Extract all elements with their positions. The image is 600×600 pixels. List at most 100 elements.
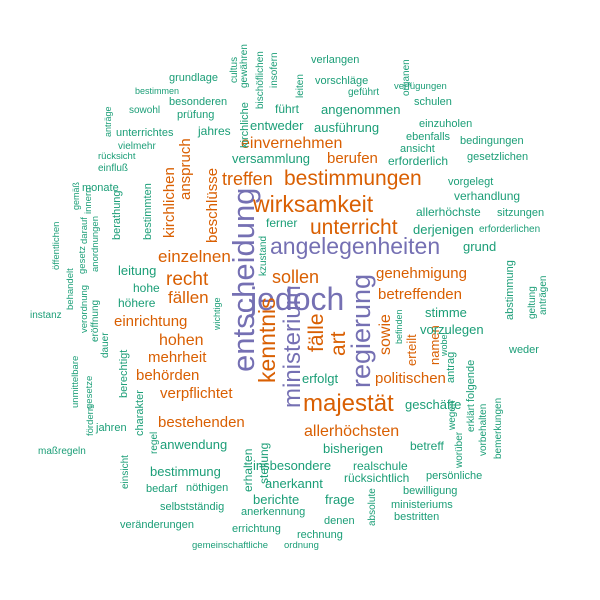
word-versammlung: versammlung: [232, 151, 311, 166]
word-besonderen: besonderen: [169, 96, 228, 108]
word-hohen: hohen: [159, 332, 204, 349]
word-befinden: befinden: [394, 309, 404, 344]
word-bestimmten: bestimmten: [142, 183, 154, 240]
word-bestimmungen: bestimmungen: [284, 167, 422, 190]
word-sowohl: sowohl: [129, 105, 161, 116]
word-einzuholen: einzuholen: [419, 118, 473, 130]
word-einsicht: einsicht: [120, 455, 131, 489]
word-treffen: treffen: [222, 169, 273, 189]
word-anerkannt: anerkannt: [265, 476, 323, 491]
word-stellung: stellung: [257, 442, 271, 484]
word-kzustand: kzustand: [258, 235, 269, 276]
word-erklaert: erklärt: [466, 404, 477, 432]
word-selbststaendig: selbstständig: [160, 501, 225, 513]
word-ausfuehrung: ausführung: [314, 120, 380, 135]
word-rechnung: rechnung: [297, 529, 343, 541]
word-hoehere: höhere: [118, 296, 156, 310]
word-einrichtung: einrichtung: [114, 313, 188, 330]
word-organen: organen: [401, 59, 412, 96]
word-angelegenheiten: angelegenheiten: [270, 233, 441, 259]
word-ruecksicht: rücksicht: [98, 151, 136, 162]
word-unterricht: unterricht: [310, 216, 398, 239]
word-erforderlichen: erforderlichen: [479, 224, 541, 235]
word-verlangen: verlangen: [311, 54, 360, 66]
word-bestimmung: bestimmung: [150, 464, 221, 479]
word-jedoch: jedoch: [250, 281, 345, 317]
word-anerkennung: anerkennung: [241, 506, 306, 518]
word-ruecksichtlich: rücksichtlich: [344, 471, 410, 485]
word-sollen: sollen: [272, 267, 320, 287]
word-bischoeflichen: bischöflichen: [255, 51, 266, 109]
word-kirchliche: kirchliche: [239, 102, 251, 148]
word-faellen: fällen: [168, 288, 209, 307]
word-worueber: worüber: [454, 431, 465, 468]
word-leitung: leitung: [118, 263, 157, 278]
word-wirksamkeit: wirksamkeit: [253, 191, 374, 217]
word-darauf: darauf: [79, 217, 90, 244]
word-einzelnen: einzelnen: [158, 247, 231, 266]
word-pruefung: prüfung: [177, 109, 215, 121]
word-ebenfalls: ebenfalls: [406, 131, 451, 143]
word-bestimmen: bestimmen: [135, 86, 180, 96]
word-verhandlung: verhandlung: [454, 189, 521, 203]
word-einvernehmen: einvernehmen: [241, 135, 343, 152]
word-gemeinschaftliche: gemeinschaftliche: [192, 540, 269, 551]
word-gesetz: gesetz: [77, 246, 88, 274]
word-massregeln: maßregeln: [38, 446, 86, 457]
word-behandelt: behandelt: [65, 268, 76, 310]
word-wichtige: wichtige: [212, 297, 222, 330]
word-antraege: anträge: [103, 106, 113, 137]
word-errichtung: errichtung: [232, 523, 281, 535]
word-bestehenden: bestehenden: [158, 414, 245, 431]
word-foerdern: fördern: [85, 405, 96, 436]
word-leiten: leiten: [295, 74, 306, 98]
word-berathung: berathung: [111, 190, 123, 240]
word-derjenigen: derjenigen: [413, 222, 474, 237]
word-art: art: [327, 331, 350, 356]
word-erhalten: erhalten: [241, 448, 255, 492]
word-stimme: stimme: [425, 305, 467, 320]
word-genehmigung: genehmigung: [376, 265, 467, 282]
word-anwendung: anwendung: [160, 437, 228, 452]
word-ansicht: ansicht: [400, 143, 435, 155]
word-bewilligung: bewilligung: [403, 485, 458, 497]
word-recht: recht: [166, 269, 209, 290]
word-majestaet: majestät: [303, 390, 394, 417]
word-ministerium: ministerium: [279, 285, 306, 408]
word-beschluesse: beschlüsse: [204, 167, 221, 243]
word-ferner: ferner: [266, 216, 298, 230]
word-geltung: geltung: [527, 286, 538, 319]
word-instanz: instanz: [30, 310, 62, 321]
word-einfluss: einfluß: [98, 163, 129, 174]
word-noethigen: nöthigen: [186, 482, 229, 494]
word-geschaefte: geschäfte: [405, 397, 462, 412]
word-betreffenden: betreffenden: [378, 286, 462, 303]
word-hohe: hohe: [133, 281, 160, 295]
word-verordnung: verordnung: [79, 284, 90, 333]
word-ministeriums: ministeriums: [391, 499, 453, 511]
word-realschule: realschule: [353, 459, 408, 473]
word-ordnung: ordnung: [284, 540, 319, 551]
word-behoerden: behörden: [136, 367, 200, 384]
word-berechtigt: berechtigt: [118, 349, 130, 398]
word-erteilt: erteilt: [404, 334, 419, 366]
word-gesetzlichen: gesetzlichen: [467, 151, 529, 163]
word-regel: regel: [149, 431, 160, 454]
word-politischen: politischen: [375, 370, 446, 387]
word-innern: innern: [83, 187, 94, 214]
word-abstimmung: abstimmung: [504, 260, 516, 320]
word-allerhoechste: allerhöchste: [416, 205, 481, 219]
word-betreff: betreff: [410, 439, 444, 453]
word-monate: monate: [82, 182, 119, 194]
word-jahren: jahren: [96, 422, 127, 434]
word-bisherigen: bisherigen: [323, 441, 383, 456]
word-schulen: schulen: [414, 96, 452, 108]
word-entweder: entweder: [250, 118, 304, 133]
word-persoenliche: persönliche: [426, 470, 483, 482]
word-charakter: charakter: [134, 390, 146, 436]
word-wegen: wegen: [447, 400, 458, 430]
word-verfuegungen: verfügungen: [394, 81, 447, 92]
word-sowie: sowie: [377, 314, 394, 355]
word-veraenderungen: veränderungen: [120, 519, 195, 531]
